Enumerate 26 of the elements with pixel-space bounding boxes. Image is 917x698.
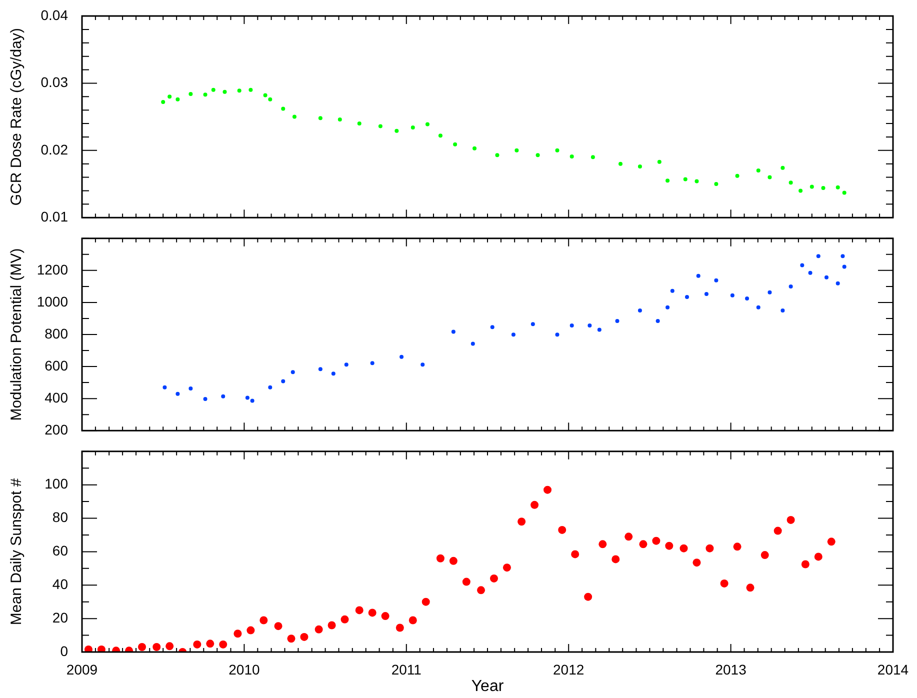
y-tick-label: 80 xyxy=(52,509,68,526)
x-tick-label: 2012 xyxy=(553,661,584,678)
y-tick-label: 400 xyxy=(44,389,68,406)
x-tick-label: 2014 xyxy=(877,661,909,678)
y-tick-label: 20 xyxy=(52,609,68,626)
y-tick-label: 200 xyxy=(44,421,68,438)
y-tick-label: 1200 xyxy=(36,261,68,278)
y-axis-title: GCR Dose Rate (cGy/day) xyxy=(8,28,26,206)
x-tick-label: 2013 xyxy=(715,661,747,678)
y-axis-title: Modulation Potential (MV) xyxy=(8,248,26,421)
y-tick-label: 0 xyxy=(60,642,68,659)
x-axis-title: Year xyxy=(471,678,504,695)
y-tick-label: 0.02 xyxy=(40,141,68,158)
y-tick-label: 0.01 xyxy=(40,208,68,224)
x-tick-label: 2009 xyxy=(66,661,98,678)
y-tick-label: 1000 xyxy=(36,293,68,310)
x-tick-label: 2011 xyxy=(391,661,422,678)
y-axis-title: Mean Daily Sunspot # xyxy=(8,478,26,626)
y-tick-label: 100 xyxy=(44,476,68,492)
x-tick-label: 2010 xyxy=(228,661,260,678)
y-tick-label: 600 xyxy=(44,357,68,374)
y-tick-label: 0.04 xyxy=(40,6,68,23)
y-tick-label: 60 xyxy=(52,542,68,559)
y-tick-label: 800 xyxy=(44,325,68,342)
y-tick-label: 0.03 xyxy=(40,74,68,90)
y-tick-label: 40 xyxy=(52,576,68,592)
